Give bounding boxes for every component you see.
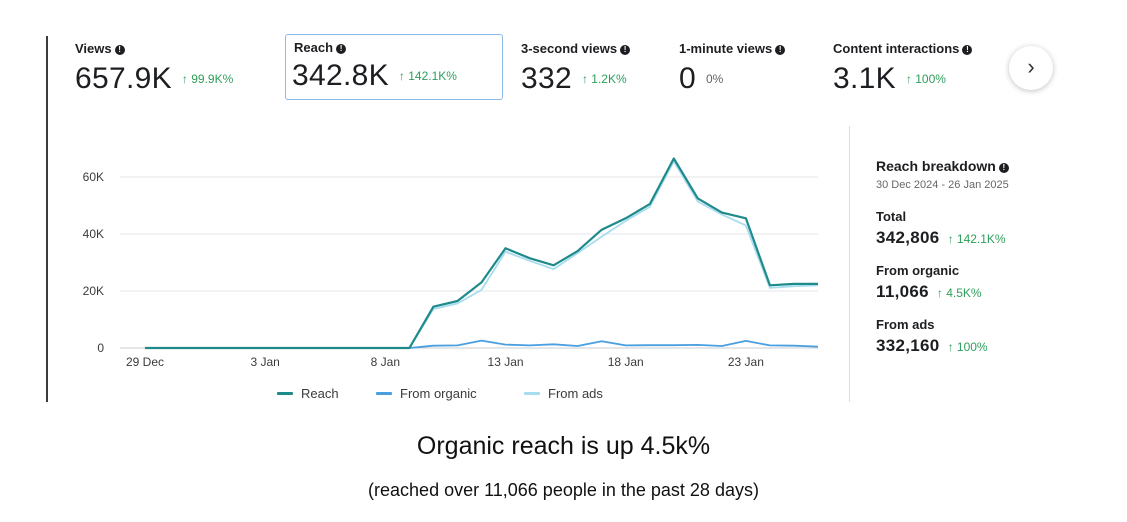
organic-line <box>145 339 819 349</box>
breakdown-label: Total <box>876 209 907 224</box>
x-tick-label: 8 Jan <box>371 355 400 369</box>
legend-swatch <box>277 392 293 395</box>
clipped-metric-area <box>1056 36 1127 106</box>
info-icon[interactable]: ! <box>620 45 631 55</box>
metric-content-interactions[interactable]: Content interactions! 3.1K ↑ 100% <box>833 36 1018 100</box>
info-icon[interactable]: ! <box>962 45 973 55</box>
y-tick-label: 40K <box>83 227 104 241</box>
legend-item-reach[interactable]: Reach <box>277 386 339 401</box>
reach-line <box>145 157 818 350</box>
metric-value: 3.1K <box>833 62 896 95</box>
info-icon[interactable]: ! <box>114 45 125 55</box>
metric-value: 332 <box>521 62 572 95</box>
legend-label: Reach <box>301 386 339 401</box>
panel-divider <box>849 126 850 402</box>
breakdown-row-ads: From ads 332,160 ↑ 100% <box>876 317 1116 356</box>
info-icon[interactable]: ! <box>336 44 347 54</box>
left-border <box>46 36 48 402</box>
metric-reach[interactable]: Reach! 342.8K ↑ 142.1K% <box>285 34 503 100</box>
breakdown-value: 342,806 <box>876 228 940 247</box>
breakdown-row-organic: From organic 11,066 ↑ 4.5K% <box>876 263 1116 302</box>
legend-label: From ads <box>548 386 603 401</box>
info-icon[interactable]: ! <box>998 163 1009 173</box>
metric-label: Views <box>75 41 112 56</box>
breakdown-date-range: 30 Dec 2024 - 26 Jan 2025 <box>876 179 1009 191</box>
x-tick-label: 13 Jan <box>488 355 524 369</box>
metric-label: Content interactions <box>833 41 960 56</box>
legend-item-ads[interactable]: From ads <box>524 386 603 401</box>
metric-delta: ↑ 142.1K% <box>398 69 457 83</box>
legend-item-organic[interactable]: From organic <box>376 386 477 401</box>
legend-swatch <box>524 392 540 395</box>
metric-label: 3-second views <box>521 41 618 56</box>
x-tick-label: 18 Jan <box>608 355 644 369</box>
metric-delta: 0% <box>706 72 724 86</box>
metric-1-minute-views[interactable]: 1-minute views! 0 0% <box>679 36 819 100</box>
x-tick-label: 3 Jan <box>250 355 279 369</box>
breakdown-delta: ↑ 142.1K% <box>947 232 1006 246</box>
caption-subtitle: (reached over 11,066 people in the past … <box>368 480 759 500</box>
metric-delta: ↑ 99.9K% <box>181 72 234 86</box>
ads-line <box>145 160 819 349</box>
metric-value: 342.8K <box>292 59 389 92</box>
breakdown-delta: ↑ 100% <box>947 340 988 354</box>
reach-line-chart: 0 20K 40K 60K 29 Dec 3 Jan 8 Jan 13 Jan 18 Jan 23… <box>83 157 819 369</box>
breakdown-value: 11,066 <box>876 282 929 301</box>
y-tick-label: 60K <box>83 170 104 184</box>
legend-swatch <box>376 392 392 395</box>
metric-value: 0 <box>679 62 696 95</box>
legend-label: From organic <box>400 386 477 401</box>
chart-legend: Reach From organic From ads <box>0 386 860 406</box>
metric-label: Reach <box>294 40 334 55</box>
metric-3-second-views[interactable]: 3-second views! 332 ↑ 1.2K% <box>521 36 671 100</box>
info-icon[interactable]: ! <box>775 45 786 55</box>
breakdown-label: From ads <box>876 317 935 332</box>
caption-headline: Organic reach is up 4.5k% <box>416 432 711 460</box>
breakdown-value: 332,160 <box>876 336 940 355</box>
metric-label: 1-minute views <box>679 41 773 56</box>
breakdown-row-total: Total 342,806 ↑ 142.1K% <box>876 209 1116 248</box>
metric-views[interactable]: Views! 657.9K ↑ 99.9K% <box>75 36 275 100</box>
y-tick-label: 0 <box>97 341 104 355</box>
x-tick-label: 29 Dec <box>126 355 164 369</box>
metric-delta: ↑ 100% <box>905 72 946 86</box>
metric-value: 657.9K <box>75 62 172 95</box>
reach-breakdown-panel: Reach breakdown! 30 Dec 2024 - 26 Jan 20… <box>876 158 1116 356</box>
metric-delta: ↑ 1.2K% <box>581 72 627 86</box>
chevron-right-icon[interactable]: › <box>1009 46 1053 90</box>
breakdown-title: Reach breakdown <box>876 158 996 174</box>
x-tick-label: 23 Jan <box>728 355 764 369</box>
breakdown-delta: ↑ 4.5K% <box>936 286 982 300</box>
breakdown-label: From organic <box>876 263 960 278</box>
y-tick-label: 20K <box>83 284 104 298</box>
